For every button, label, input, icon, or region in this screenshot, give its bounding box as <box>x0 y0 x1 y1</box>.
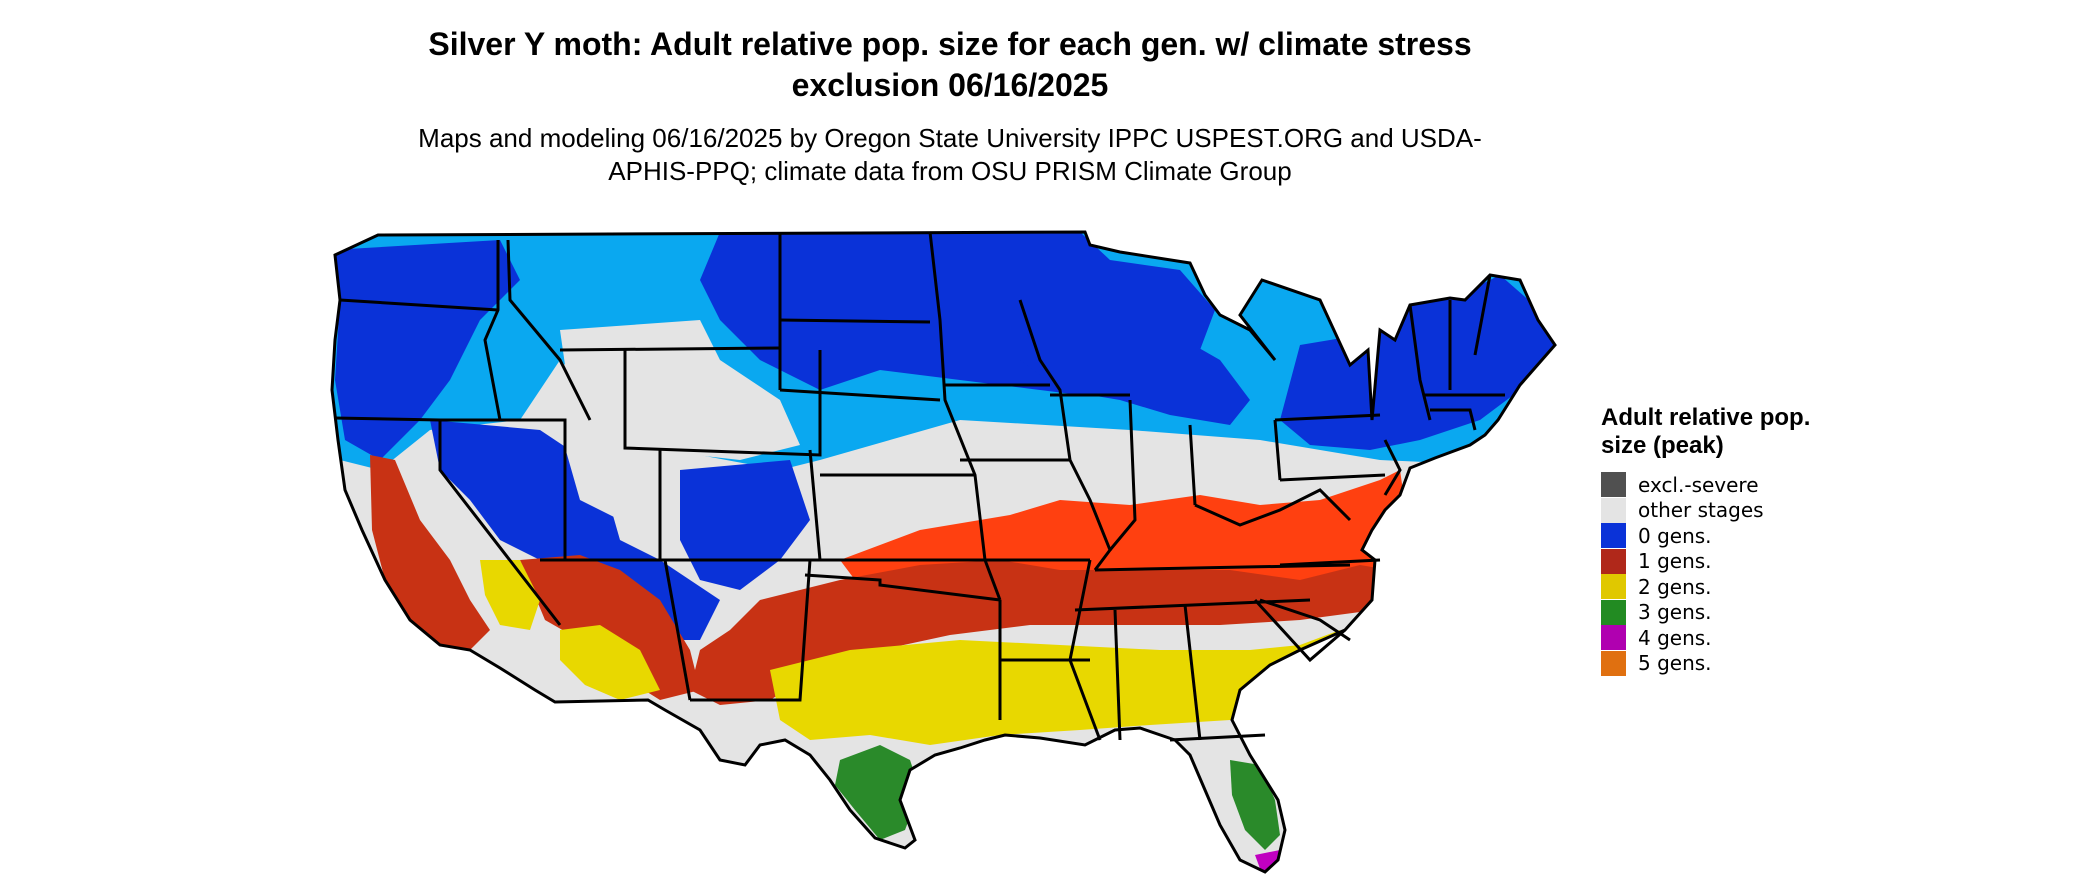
legend-swatch <box>1601 625 1626 651</box>
border-oh-pa <box>1273 419 1282 481</box>
legend-label: 4 gens. <box>1638 625 1712 650</box>
border-ga-fl <box>1169 733 1266 742</box>
gray-region-wyoming <box>560 320 800 460</box>
border-nh-me <box>1473 274 1492 356</box>
legend-item: 2 gens. <box>1601 574 1821 600</box>
legend-item: 1 gens. <box>1601 548 1821 575</box>
legend-swatch <box>1601 497 1626 523</box>
border-va-nc <box>1279 558 1381 567</box>
border-co-ks <box>808 449 822 561</box>
dark-red-band-southern-plains <box>690 560 1390 705</box>
border-or-ca <box>334 416 441 422</box>
legend-swatch <box>1601 548 1626 574</box>
legend-swatch <box>1601 523 1626 549</box>
border-nd-sd <box>779 318 931 324</box>
dark-blue-region-great-lakes <box>1010 290 1250 425</box>
legend: Adult relative pop. size (peak) excl.-se… <box>1601 404 1821 676</box>
border-ark-ok <box>983 559 1002 601</box>
border-mt-wy <box>559 346 781 352</box>
border-ms-river <box>1068 559 1102 741</box>
legend-label: excl.-severe <box>1638 472 1759 497</box>
legend-swatch <box>1601 599 1626 625</box>
legend-label: other stages <box>1638 498 1764 523</box>
green-region-south-texas <box>835 745 920 840</box>
legend-item: other stages <box>1601 497 1821 524</box>
map-subtitle: Maps and modeling 06/16/2025 by Oregon S… <box>418 123 1482 186</box>
legend-label: 5 gens. <box>1638 651 1712 676</box>
border-nv-ut <box>440 418 567 560</box>
border-nc-sc <box>1259 598 1351 642</box>
border-in-oh <box>1188 424 1197 506</box>
border-ny-new-england <box>1408 304 1432 421</box>
legend-swatch <box>1601 650 1626 676</box>
border-ky-tn <box>1094 563 1351 572</box>
legend-items: excl.-severe other stages 0 gens. 1 gens. 2 … <box>1601 472 1821 676</box>
us-map <box>330 230 1557 874</box>
legend-item: 4 gens. <box>1601 625 1821 651</box>
border-sd-ne <box>779 388 941 402</box>
border-nj <box>1383 439 1402 496</box>
border-mn-wi <box>1018 299 1072 461</box>
border-id-west <box>483 240 502 421</box>
legend-item: 3 gens. <box>1601 599 1821 626</box>
border-pa-ny <box>1274 413 1381 422</box>
legend-label: 2 gens. <box>1638 574 1712 599</box>
border-wa-or <box>339 298 499 312</box>
border-wy <box>623 350 822 457</box>
legend-label: 3 gens. <box>1638 600 1712 625</box>
border-nm-tx <box>690 559 812 702</box>
map-title: Silver Y moth: Adult relative pop. size … <box>428 26 1472 103</box>
legend-item: excl.-severe <box>1601 472 1821 498</box>
red-region-southwest <box>520 555 700 700</box>
border-mo-il <box>1068 459 1112 571</box>
legend-swatch <box>1601 472 1626 498</box>
dark-blue-region-great-basin <box>430 420 720 640</box>
legend-swatch <box>1601 574 1626 600</box>
border-pa-md <box>1279 473 1386 482</box>
legend-label: 1 gens. <box>1638 549 1712 574</box>
border-az-nm <box>663 559 692 701</box>
border-ky-wv-va <box>1194 488 1352 527</box>
dark-blue-region-northeast <box>1280 275 1555 450</box>
dark-blue-region-colorado <box>680 460 810 590</box>
border-ca-nv <box>438 420 562 626</box>
border-ct-ri <box>1430 408 1477 431</box>
legend-item: 5 gens. <box>1601 650 1821 677</box>
border-ms-al <box>1113 609 1122 741</box>
state-borders <box>330 230 1557 874</box>
border-ok-tx <box>804 573 1001 602</box>
legend-title: Adult relative pop. size (peak) <box>1601 404 1811 459</box>
yellow-band-gulf-states <box>770 630 1360 745</box>
border-ga-sc <box>1253 598 1346 663</box>
border-id-mt <box>506 239 592 421</box>
legend-item: 0 gens. <box>1601 523 1821 549</box>
dark-blue-region-northwest <box>332 240 520 460</box>
yellow-region-arizona <box>560 625 660 700</box>
border-al-ga <box>1183 604 1202 741</box>
border-il-in <box>1108 399 1137 551</box>
gray-region-utah <box>560 430 660 520</box>
border-nd-mn <box>928 231 987 561</box>
legend-label: 0 gens. <box>1638 523 1712 548</box>
border-tn-south <box>1074 598 1311 612</box>
